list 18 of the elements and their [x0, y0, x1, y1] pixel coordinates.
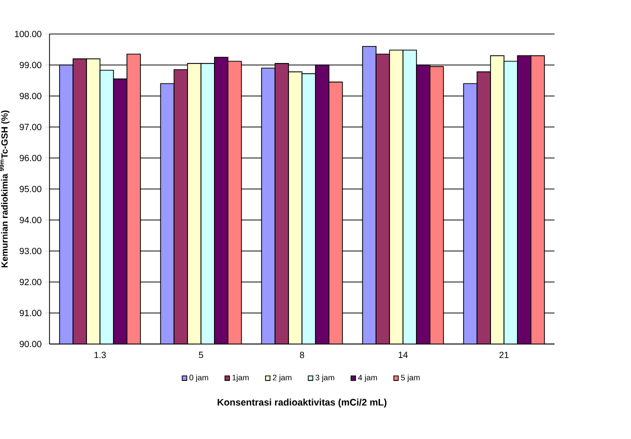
y-tick-label: 100.00: [14, 30, 42, 38]
y-tick-label: 90.00: [20, 340, 42, 348]
y-axis-title: Kemurnian radiokimia $^{99m}$Tc-GSH (%): [0, 110, 10, 268]
y-tick-label: 93.00: [20, 248, 42, 254]
x-tick-label: 5: [198, 352, 204, 358]
y-tick-label: 97.00: [20, 124, 42, 130]
y-tick-label: 94.00: [20, 216, 42, 224]
x-axis-title: Konsentrasi radioaktivitas (mCi/2 mL): [218, 398, 386, 408]
y-tick-label: 96.00: [20, 154, 42, 162]
y-tick-label: 91.00: [20, 310, 42, 316]
x-tick-label: 14: [398, 352, 408, 358]
y-tick-label: 92.00: [20, 278, 42, 286]
y-tick-label: 99.00: [20, 62, 42, 68]
x-tick-label: 8: [300, 352, 304, 358]
y-tick-label: 98.00: [20, 92, 42, 100]
x-tick-label: 1.3: [94, 352, 106, 358]
x-tick-label: 21: [499, 352, 509, 358]
y-tick-label: 95.00: [20, 186, 42, 192]
